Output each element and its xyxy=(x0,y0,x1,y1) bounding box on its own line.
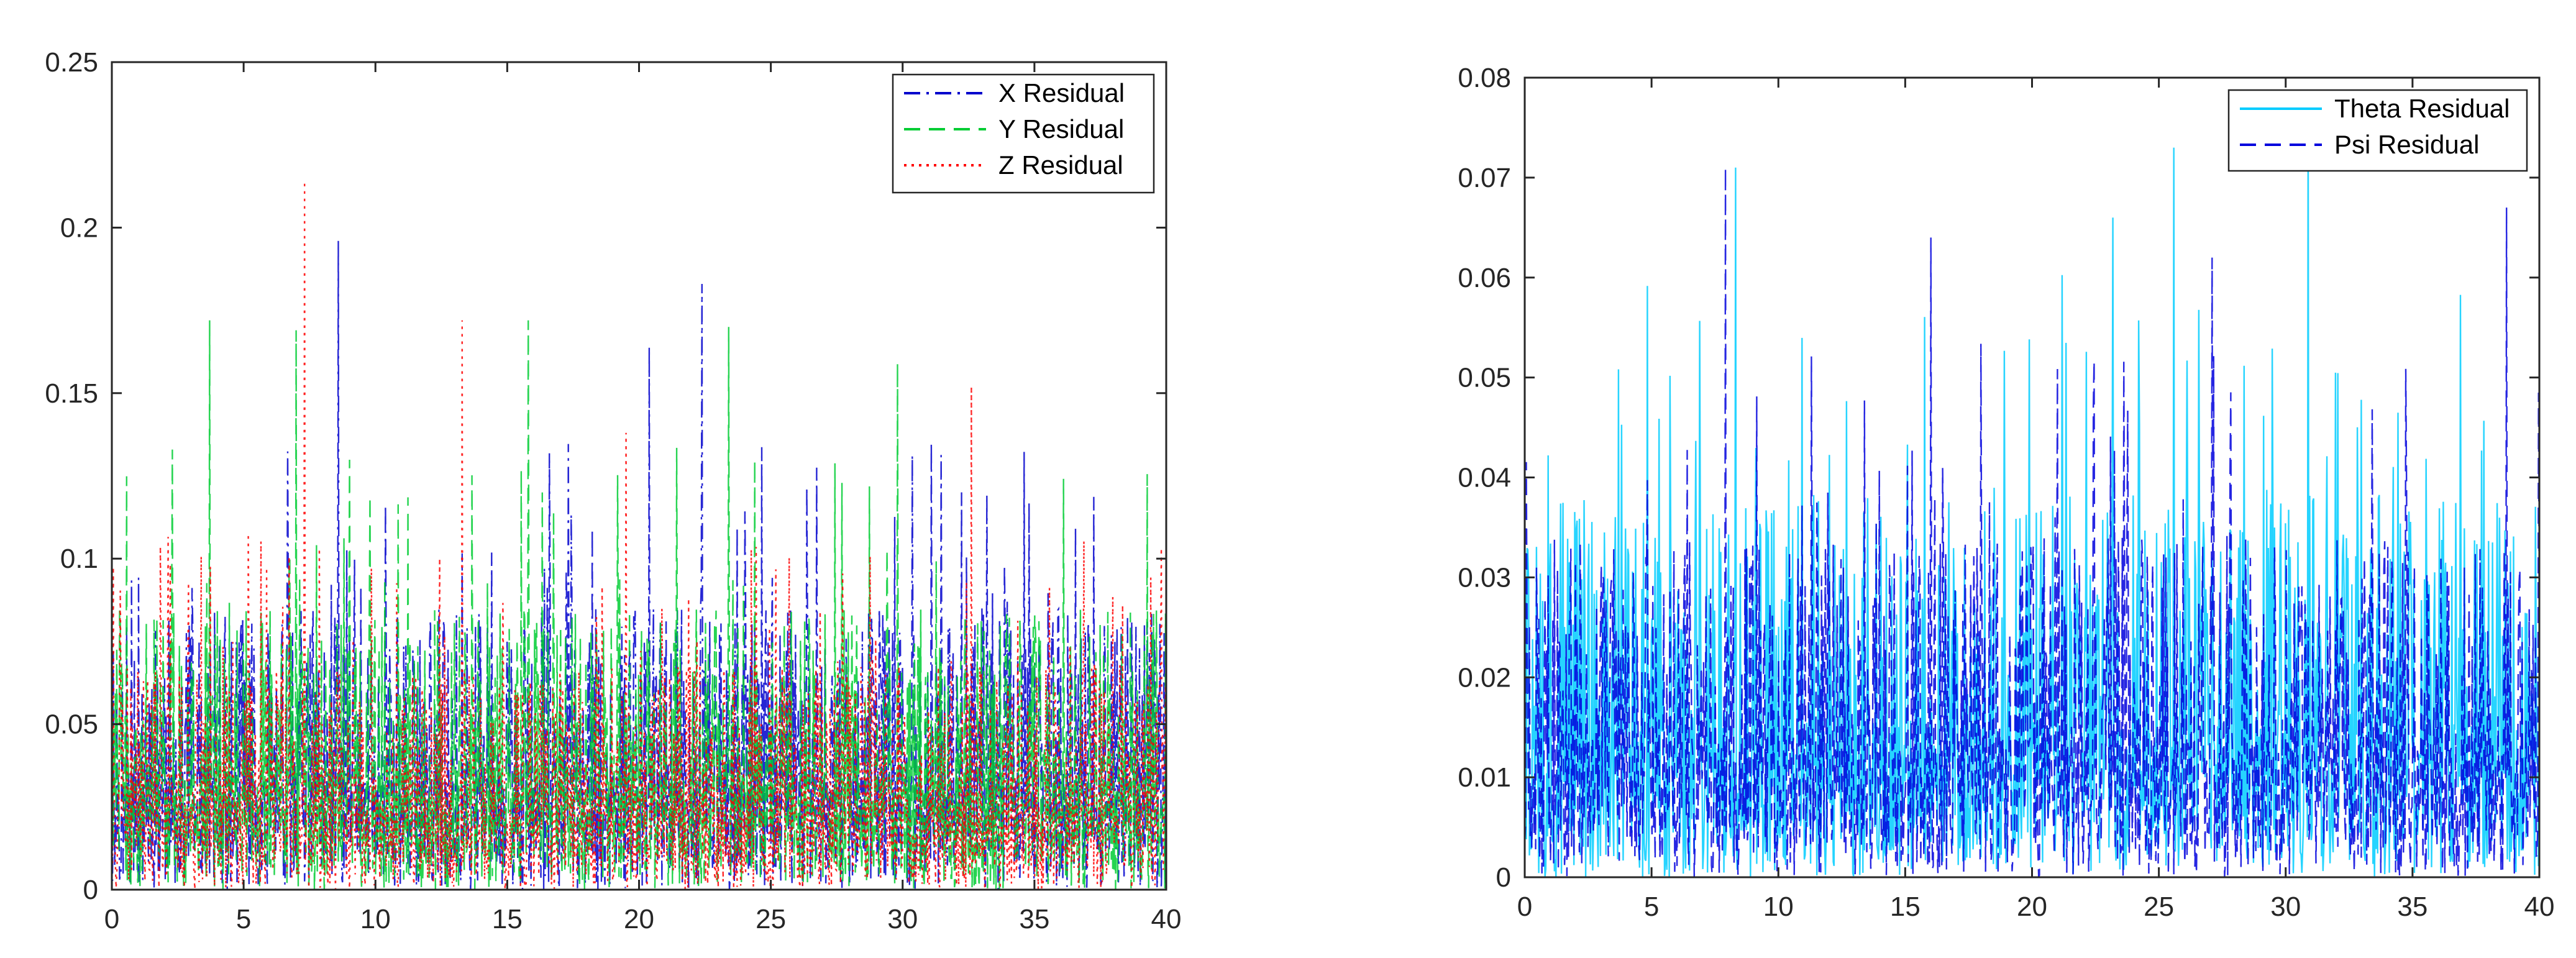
series-line-z-residual xyxy=(112,181,1166,890)
x-tick-label: 15 xyxy=(492,904,523,934)
y-tick-label: 0.02 xyxy=(1458,662,1511,693)
y-tick-label: 0.15 xyxy=(45,378,98,409)
series-group xyxy=(112,181,1166,890)
x-tick-label: 30 xyxy=(2270,892,2301,922)
x-tick-label: 25 xyxy=(756,904,786,934)
x-tick-label: 40 xyxy=(1151,904,1182,934)
y-tick-label: 0.1 xyxy=(60,544,98,574)
x-tick-label: 20 xyxy=(624,904,654,934)
y-tick-label: 0.05 xyxy=(45,709,98,740)
chart-xyz-residuals: 0 5 10 15 20 25 30 35 40 0 0.05 0.1 0.15 0.2 0.25 X Res… xyxy=(45,47,1181,934)
chart-theta-psi-residuals: 0 5 10 15 20 25 30 35 40 0 0.01 0.02 0.03 0.04 0.05 0.0… xyxy=(1458,63,2554,922)
legend: X Residual Y Residual Z Residual xyxy=(892,73,1155,194)
y-tick-label: 0.03 xyxy=(1458,562,1511,593)
x-tick-label: 0 xyxy=(1517,892,1532,922)
x-tick-label: 20 xyxy=(2017,892,2047,922)
series-group xyxy=(1525,98,2539,877)
legend-label: Theta Residual xyxy=(2334,94,2510,123)
legend-label: Z Residual xyxy=(998,150,1123,180)
y-tick-label: 0.08 xyxy=(1458,63,1511,93)
x-tick-label: 35 xyxy=(1019,904,1049,934)
y-tick-label: 0 xyxy=(1496,862,1511,893)
legend-label: Y Residual xyxy=(998,114,1124,144)
x-tick-label: 0 xyxy=(104,904,119,934)
y-tick-label: 0.06 xyxy=(1458,263,1511,293)
x-tick-label: 15 xyxy=(1890,892,1921,922)
y-tick-label: 0.25 xyxy=(45,47,98,78)
x-tick-label: 5 xyxy=(236,904,251,934)
y-tick-label: 0.01 xyxy=(1458,762,1511,793)
legend-label: X Residual xyxy=(998,78,1125,107)
y-tick-label: 0 xyxy=(83,875,98,905)
x-tick-label: 10 xyxy=(1763,892,1794,922)
x-tick-label: 10 xyxy=(360,904,391,934)
y-tick-label: 0.05 xyxy=(1458,363,1511,393)
series-line-x-residual xyxy=(112,240,1166,890)
y-tick-label: 0.2 xyxy=(60,212,98,243)
legend-box xyxy=(2227,89,2528,172)
legend-label: Psi Residual xyxy=(2334,130,2479,159)
x-tick-label: 25 xyxy=(2144,892,2174,922)
y-tick-label: 0.07 xyxy=(1458,163,1511,193)
x-tick-label: 30 xyxy=(887,904,918,934)
y-tick-label: 0.04 xyxy=(1458,463,1511,493)
x-tick-label: 40 xyxy=(2524,892,2555,922)
legend: Theta Residual Psi Residual xyxy=(2227,89,2528,172)
series-line-psi-residual xyxy=(1525,167,2539,877)
x-tick-label: 35 xyxy=(2397,892,2428,922)
x-tick-label: 5 xyxy=(1644,892,1659,922)
